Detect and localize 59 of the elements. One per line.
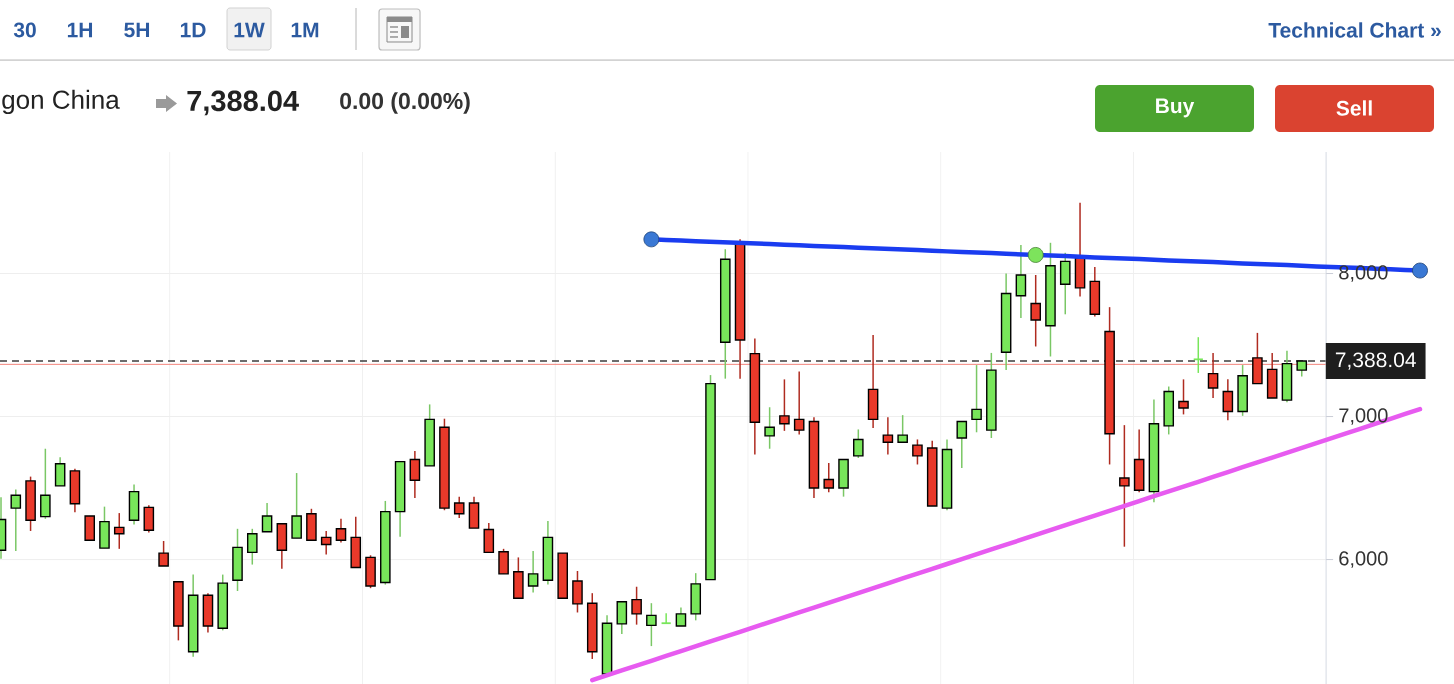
candlestick bbox=[10, 488, 22, 552]
text: 0.00 (0.00%) bbox=[340, 92, 470, 114]
text: Technical Chart » bbox=[1268, 22, 1441, 38]
candlestick bbox=[631, 585, 642, 626]
candlestick bbox=[646, 602, 657, 647]
candlestick bbox=[1119, 424, 1130, 548]
point bbox=[643, 231, 660, 248]
candlestick bbox=[779, 378, 790, 432]
text: 5H bbox=[124, 22, 150, 38]
candlestick bbox=[409, 450, 421, 499]
candlestick bbox=[1222, 378, 1234, 421]
y-tick-label: 7,000 bbox=[1339, 408, 1388, 425]
text: 1H bbox=[67, 22, 93, 38]
text: 30 bbox=[13, 22, 36, 38]
candlestick bbox=[572, 570, 583, 614]
candlestick bbox=[453, 495, 465, 519]
candlestick bbox=[1015, 244, 1027, 319]
candlestick bbox=[113, 512, 125, 550]
candlestick bbox=[1207, 352, 1219, 399]
ref-line-label: 7,388.04 bbox=[1335, 352, 1416, 370]
candlestick bbox=[261, 502, 273, 533]
text: 1M bbox=[291, 22, 319, 38]
y-tick-label: 8,000 bbox=[1339, 265, 1388, 282]
candlestick bbox=[793, 370, 805, 436]
candlestick bbox=[956, 420, 968, 469]
candlestick bbox=[660, 612, 672, 625]
candlestick bbox=[912, 438, 923, 466]
candlestick bbox=[1059, 252, 1071, 316]
text: 1W bbox=[234, 22, 265, 38]
candlestick bbox=[675, 606, 687, 627]
text: Buy bbox=[1156, 98, 1195, 118]
point bbox=[1412, 262, 1428, 279]
candlestick bbox=[897, 414, 908, 444]
point bbox=[1027, 247, 1044, 263]
candlestick bbox=[971, 364, 982, 434]
candlestick bbox=[1030, 274, 1041, 348]
candlestick bbox=[320, 530, 332, 556]
chart-title: gon China bbox=[2, 89, 120, 115]
candlestick bbox=[40, 447, 51, 520]
candlestick bbox=[1178, 378, 1189, 416]
candlestick bbox=[483, 522, 495, 554]
candlestick bbox=[853, 428, 864, 459]
candlestick bbox=[291, 472, 302, 539]
chart-subtitle: 7,388.04 bbox=[187, 90, 299, 116]
candlestick bbox=[1192, 336, 1204, 374]
candlestick bbox=[246, 528, 258, 566]
candlestick bbox=[764, 406, 775, 450]
candlestick bbox=[616, 601, 628, 635]
candlestick bbox=[527, 550, 539, 594]
y-tick-label: 6,000 bbox=[1339, 551, 1388, 568]
candlestick bbox=[498, 548, 509, 575]
candlestick bbox=[143, 504, 155, 534]
candlestick bbox=[335, 518, 347, 544]
text: 1D bbox=[180, 22, 206, 38]
candlestick bbox=[54, 456, 66, 487]
candlestick bbox=[823, 462, 835, 494]
candlestick bbox=[158, 540, 169, 567]
candlestick bbox=[882, 416, 894, 456]
text: Sell bbox=[1336, 100, 1372, 116]
